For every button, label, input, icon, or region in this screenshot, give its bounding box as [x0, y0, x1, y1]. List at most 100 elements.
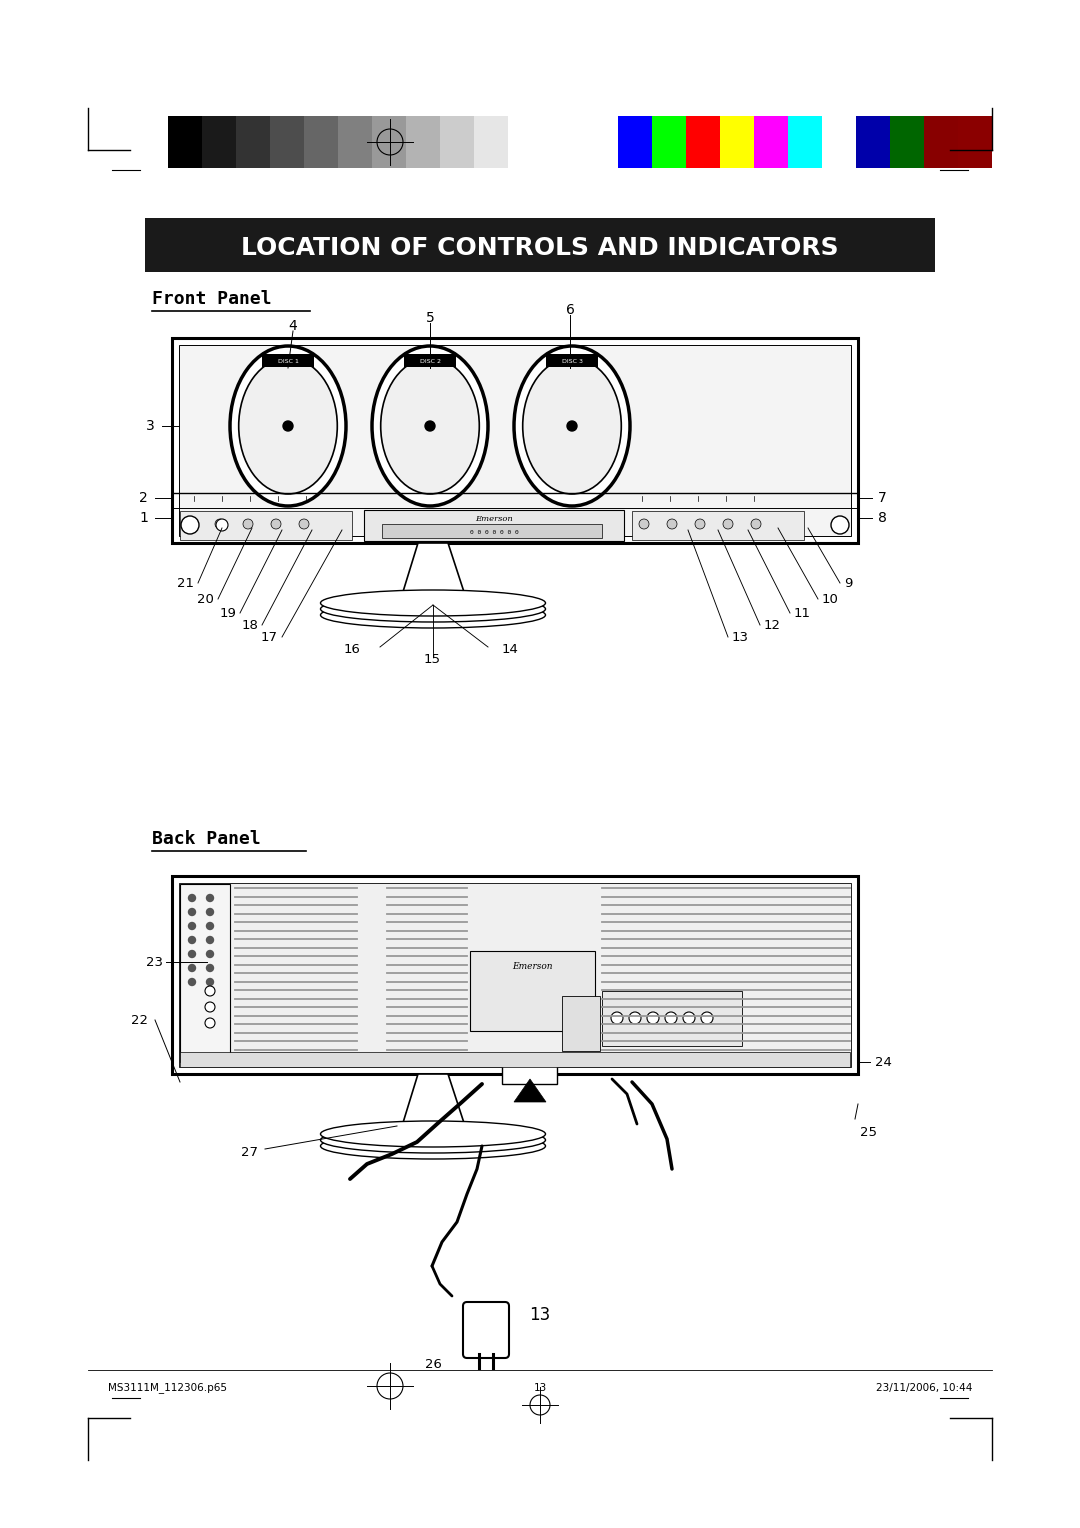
Bar: [145, 219, 935, 272]
Bar: [502, 1059, 557, 1083]
Bar: [382, 524, 602, 538]
Bar: [890, 116, 924, 168]
Ellipse shape: [230, 345, 346, 506]
Text: Back Panel: Back Panel: [152, 830, 260, 848]
Circle shape: [667, 520, 677, 529]
Circle shape: [181, 516, 199, 533]
Circle shape: [205, 1018, 215, 1028]
Text: DISC 1: DISC 1: [278, 359, 298, 364]
Ellipse shape: [321, 1122, 545, 1148]
Bar: [180, 885, 230, 1062]
Circle shape: [189, 923, 195, 929]
Circle shape: [189, 978, 195, 986]
Bar: [180, 1051, 850, 1067]
Text: 23/11/2006, 10:44: 23/11/2006, 10:44: [876, 1383, 972, 1394]
Bar: [618, 116, 652, 168]
Text: 6: 6: [566, 303, 575, 316]
Ellipse shape: [321, 1132, 545, 1160]
Text: 4: 4: [288, 319, 297, 333]
Ellipse shape: [321, 602, 545, 628]
Bar: [474, 116, 508, 168]
Bar: [856, 116, 890, 168]
Bar: [632, 510, 804, 539]
Text: 12: 12: [764, 619, 781, 631]
Bar: [179, 345, 851, 536]
Text: Emerson: Emerson: [512, 961, 552, 970]
Text: Front Panel: Front Panel: [152, 290, 272, 309]
Text: 15: 15: [423, 652, 441, 666]
Bar: [270, 116, 303, 168]
Ellipse shape: [523, 358, 621, 494]
Bar: [262, 354, 314, 367]
Circle shape: [206, 894, 214, 902]
Bar: [172, 876, 858, 1074]
Circle shape: [611, 1012, 623, 1024]
Text: 25: 25: [860, 1126, 877, 1138]
Bar: [364, 510, 624, 541]
Circle shape: [696, 520, 705, 529]
Bar: [180, 510, 352, 539]
Circle shape: [283, 422, 293, 431]
Text: DISC 3: DISC 3: [562, 359, 582, 364]
Ellipse shape: [321, 1128, 545, 1154]
Bar: [406, 116, 440, 168]
Text: 20: 20: [198, 593, 214, 605]
Text: 1: 1: [139, 510, 148, 526]
Bar: [652, 116, 686, 168]
Text: 18: 18: [241, 619, 258, 631]
Circle shape: [206, 950, 214, 958]
Text: MS3111M_112306.p65: MS3111M_112306.p65: [108, 1383, 227, 1394]
Text: 27: 27: [241, 1146, 258, 1158]
Circle shape: [271, 520, 281, 529]
Circle shape: [299, 520, 309, 529]
Text: 22: 22: [131, 1013, 148, 1027]
Text: 10: 10: [822, 593, 839, 605]
Text: 13: 13: [529, 1306, 551, 1323]
Bar: [958, 116, 993, 168]
Bar: [754, 116, 788, 168]
Circle shape: [206, 909, 214, 915]
Text: 0 0 0 0 0 0 0: 0 0 0 0 0 0 0: [470, 530, 518, 535]
Circle shape: [243, 520, 253, 529]
Bar: [303, 116, 338, 168]
Circle shape: [216, 520, 228, 532]
Circle shape: [629, 1012, 642, 1024]
Bar: [508, 116, 542, 168]
Circle shape: [665, 1012, 677, 1024]
Bar: [440, 116, 474, 168]
Circle shape: [567, 422, 577, 431]
Polygon shape: [402, 542, 465, 594]
Bar: [546, 354, 598, 367]
Text: 19: 19: [219, 607, 237, 619]
Ellipse shape: [321, 590, 545, 616]
Bar: [602, 992, 742, 1047]
Circle shape: [723, 520, 733, 529]
Circle shape: [426, 422, 435, 431]
Circle shape: [189, 964, 195, 972]
Circle shape: [189, 937, 195, 943]
Bar: [562, 996, 600, 1051]
Text: 11: 11: [794, 607, 811, 619]
Bar: [237, 116, 270, 168]
Circle shape: [215, 520, 225, 529]
Ellipse shape: [381, 358, 480, 494]
Circle shape: [206, 964, 214, 972]
Ellipse shape: [321, 596, 545, 622]
Circle shape: [187, 520, 197, 529]
Polygon shape: [514, 1079, 546, 1102]
Text: Emerson: Emerson: [475, 515, 513, 523]
Text: 9: 9: [843, 576, 852, 590]
Bar: [202, 116, 237, 168]
Polygon shape: [402, 1074, 465, 1126]
Text: 7: 7: [878, 490, 887, 504]
Ellipse shape: [514, 345, 630, 506]
Circle shape: [206, 923, 214, 929]
Bar: [924, 116, 958, 168]
Bar: [788, 116, 822, 168]
Circle shape: [639, 520, 649, 529]
Circle shape: [205, 986, 215, 996]
Circle shape: [683, 1012, 696, 1024]
Text: 2: 2: [139, 490, 148, 504]
Text: LOCATION OF CONTROLS AND INDICATORS: LOCATION OF CONTROLS AND INDICATORS: [241, 235, 839, 260]
Text: 24: 24: [875, 1056, 892, 1068]
